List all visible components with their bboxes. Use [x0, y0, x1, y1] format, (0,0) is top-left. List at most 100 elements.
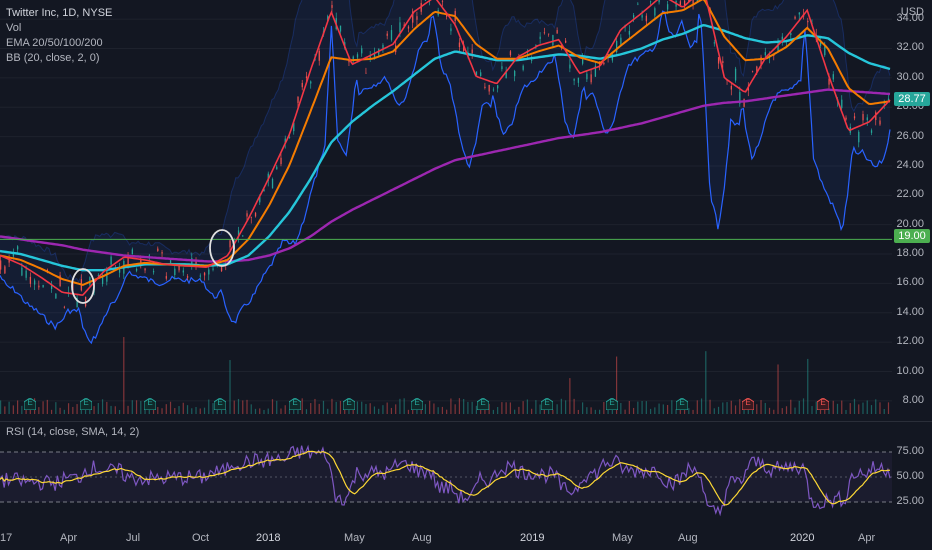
volume-bar — [641, 401, 643, 414]
volume-bar — [717, 406, 720, 414]
price-chart[interactable] — [0, 0, 892, 420]
volume-bar — [734, 405, 737, 414]
volume-bar — [16, 400, 19, 414]
volume-bar — [887, 402, 890, 414]
volume-bar — [632, 407, 635, 414]
volume-bar — [373, 406, 376, 414]
candle-body — [556, 30, 558, 34]
rsi-chart[interactable] — [0, 422, 892, 522]
candle-body — [373, 53, 376, 59]
volume-bar — [514, 409, 516, 414]
candle-body — [310, 81, 312, 84]
earnings-marker[interactable]: E — [79, 397, 93, 411]
earnings-marker[interactable]: E — [476, 397, 490, 411]
volume-bar — [454, 404, 456, 414]
candle-body — [29, 276, 32, 284]
candle-body — [866, 117, 868, 121]
candle-body — [531, 60, 533, 61]
ema-legend: EMA 20/50/100/200 — [6, 37, 103, 49]
candle-body — [305, 76, 308, 79]
candle-body — [717, 57, 720, 64]
candle-body — [284, 138, 286, 144]
candle-body — [853, 116, 856, 119]
volume-bar — [250, 404, 252, 414]
earnings-marker[interactable]: E — [605, 397, 619, 411]
candle-body — [509, 51, 512, 56]
volume-bar — [335, 401, 337, 414]
pane-divider[interactable] — [0, 421, 932, 422]
volume-bar — [390, 407, 393, 414]
volume-bar — [169, 401, 172, 414]
candle-body — [165, 276, 167, 279]
candle-body — [16, 246, 19, 250]
candle-body — [148, 255, 150, 257]
candle-body — [841, 99, 843, 108]
volume-bar — [403, 398, 405, 414]
volume-bar — [352, 408, 354, 414]
volume-bar — [208, 399, 210, 414]
volume-bar — [590, 407, 592, 414]
candle-body — [505, 70, 507, 79]
volume-bar — [386, 402, 388, 414]
candle-body — [348, 60, 350, 63]
volume-bar — [615, 356, 618, 414]
volume-bar — [785, 406, 788, 414]
earnings-marker[interactable]: E — [410, 397, 424, 411]
volume-bar — [722, 402, 724, 414]
volume-bar — [237, 398, 240, 414]
bb-legend: BB (20, close, 2, 0) — [6, 52, 100, 64]
volume-bar — [0, 400, 2, 414]
candle-body — [4, 266, 6, 274]
volume-bar — [798, 400, 800, 414]
rsi-ma-line — [0, 450, 891, 506]
candle-body — [870, 130, 873, 133]
volume-bar — [539, 404, 541, 414]
volume-bar — [4, 406, 6, 414]
volume-bar — [696, 400, 698, 414]
volume-bar — [254, 408, 257, 414]
candle-body — [683, 0, 686, 6]
earnings-marker[interactable]: E — [540, 397, 554, 411]
candle-body — [135, 268, 138, 271]
rsi-tick-label: 50.00 — [896, 470, 924, 482]
earnings-marker[interactable]: E — [816, 397, 830, 411]
candle-body — [645, 15, 648, 22]
volume-bar — [191, 408, 193, 414]
candle-body — [743, 98, 745, 107]
earnings-marker[interactable]: E — [288, 397, 302, 411]
volume-bar — [688, 408, 690, 414]
volume-bar — [709, 399, 711, 414]
volume-bar — [267, 408, 269, 414]
volume-bar — [110, 405, 112, 414]
earnings-marker[interactable]: E — [675, 397, 689, 411]
candle-body — [254, 212, 257, 217]
earnings-marker[interactable]: E — [213, 397, 227, 411]
volume-bar — [280, 408, 282, 414]
earnings-marker[interactable]: E — [143, 397, 157, 411]
earnings-marker-label: E — [414, 398, 420, 407]
volume-bar — [879, 402, 881, 414]
time-tick-label: Jul — [126, 532, 141, 544]
volume-bar — [420, 406, 422, 414]
candle-body — [331, 5, 333, 8]
candle-body — [475, 71, 478, 76]
volume-bar — [131, 400, 133, 414]
candle-body — [76, 297, 78, 308]
candle-body — [632, 15, 635, 18]
candle-body — [416, 16, 418, 20]
volume-bar — [773, 409, 775, 414]
candle-body — [794, 16, 796, 19]
volume-bar — [331, 398, 333, 414]
volume-bar — [127, 405, 129, 414]
earnings-marker[interactable]: E — [342, 397, 356, 411]
candle-body — [174, 268, 176, 276]
earnings-marker[interactable]: E — [23, 397, 37, 411]
candle-body — [887, 98, 890, 101]
volume-bar — [858, 404, 860, 414]
candle-body — [777, 43, 779, 52]
volume-bar — [675, 409, 677, 414]
candle-body — [259, 195, 261, 203]
candle-body — [382, 44, 384, 49]
time-tick-label: May — [612, 532, 633, 544]
earnings-marker[interactable]: E — [741, 397, 755, 411]
